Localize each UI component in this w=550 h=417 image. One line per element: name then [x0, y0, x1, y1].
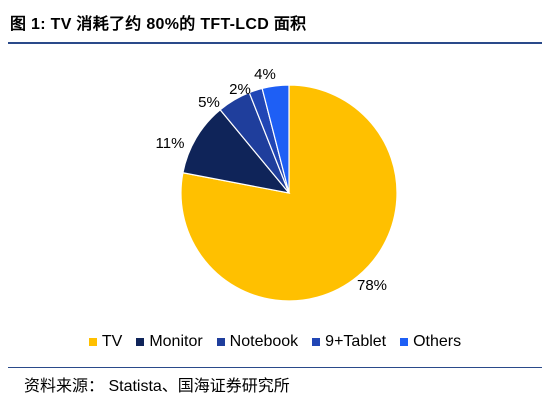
chart-legend: TV Monitor Notebook 9+Tablet Others [0, 333, 550, 351]
legend-swatch [312, 338, 321, 346]
legend-label: Notebook [229, 333, 299, 350]
legend-swatch [88, 338, 97, 346]
pie-slices [180, 84, 398, 302]
legend-item-monitor: Monitor [136, 333, 203, 351]
figure-title: 图 1: TV 消耗了约 80%的 TFT-LCD 面积 [10, 16, 307, 33]
data-label-others: 4% [254, 66, 276, 83]
pie-labels: 78% 11% 5% 2%4% [156, 66, 387, 294]
legend-swatch [136, 338, 145, 346]
pie-slice-others [261, 84, 290, 194]
legend-swatch [400, 338, 409, 346]
legend-label: Others [413, 333, 462, 350]
legend-swatch [216, 338, 225, 346]
data-label-notebook: 5% [198, 94, 220, 111]
data-label-9-tablet: 2% [229, 81, 251, 98]
legend-item-tv: TV [88, 333, 123, 351]
pie-slice-monitor [182, 108, 291, 194]
legend-label: TV [101, 333, 123, 350]
legend-label: 9+Tablet [325, 333, 387, 350]
title-rule [8, 42, 542, 44]
data-label-monitor: 11% [156, 135, 185, 152]
pie-chart: 78% 11% 5% 2%4% [156, 66, 398, 302]
source-rule [8, 367, 542, 368]
data-label-tv: 78% [357, 277, 387, 294]
legend-label: Monitor [149, 333, 203, 350]
legend-item-9-tablet: 9+Tablet [312, 333, 386, 351]
source-note: 资料来源： Statista、国海证券研究所 [24, 378, 290, 395]
legend-item-others: Others [400, 333, 461, 351]
legend-item-notebook: Notebook [216, 333, 299, 351]
